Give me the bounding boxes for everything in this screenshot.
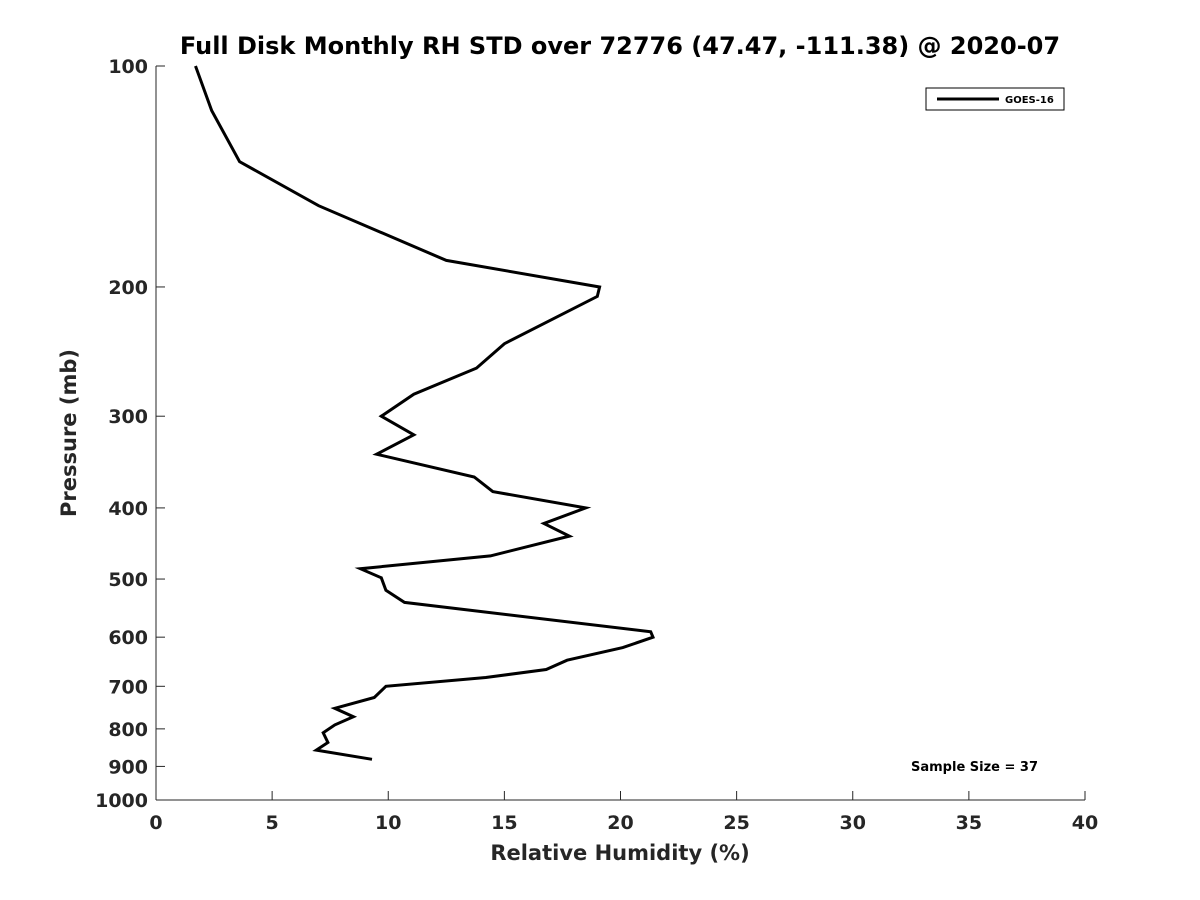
series-line	[194, 65, 656, 761]
y-tick-label: 600	[108, 627, 148, 649]
y-tick-label: 400	[108, 498, 148, 520]
x-tick-label: 5	[266, 812, 279, 834]
y-tick-label: 700	[108, 676, 148, 698]
y-axis: 100 200 300 400 500 600 700 800 900 1000	[95, 56, 165, 812]
x-tick-label: 25	[723, 812, 749, 834]
x-tick-label: 30	[840, 812, 866, 834]
y-tick-label: 900	[108, 756, 148, 778]
x-tick-label: 20	[607, 812, 633, 834]
y-tick-label: 1000	[95, 790, 148, 812]
y-tick-label: 300	[108, 406, 148, 428]
x-axis-label: Relative Humidity (%)	[490, 841, 749, 865]
x-tick-label: 15	[491, 812, 517, 834]
y-tick-label: 200	[108, 277, 148, 299]
x-tick-label: 10	[375, 812, 401, 834]
y-tick-label: 500	[108, 569, 148, 591]
x-tick-label: 0	[149, 812, 162, 834]
sample-size-annotation: Sample Size = 37	[911, 760, 1038, 775]
y-axis-label: Pressure (mb)	[57, 349, 81, 517]
y-tick-label: 100	[108, 56, 148, 78]
x-axis: 0 5 10 15 20 25 30 35 40	[149, 791, 1098, 834]
chart-title: Full Disk Monthly RH STD over 72776 (47.…	[180, 32, 1060, 60]
x-tick-label: 40	[1072, 812, 1098, 834]
y-tick-label: 800	[108, 719, 148, 741]
series-layer	[194, 65, 656, 761]
x-tick-label: 35	[956, 812, 982, 834]
legend-label: GOES-16	[1005, 95, 1054, 106]
legend: GOES-16	[925, 87, 1065, 111]
